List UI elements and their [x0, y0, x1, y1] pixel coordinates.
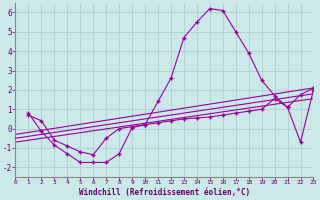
X-axis label: Windchill (Refroidissement éolien,°C): Windchill (Refroidissement éolien,°C)	[79, 188, 250, 197]
